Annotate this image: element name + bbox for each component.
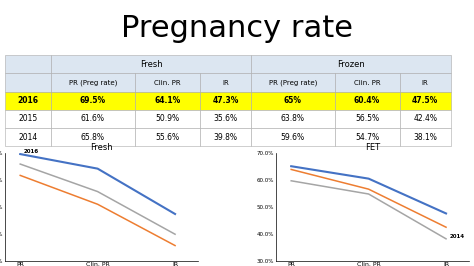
FancyBboxPatch shape (251, 73, 335, 92)
Text: 47.3%: 47.3% (212, 96, 238, 105)
FancyBboxPatch shape (400, 73, 451, 92)
2015 (443, 226, 449, 229)
FancyBboxPatch shape (200, 92, 251, 110)
FancyBboxPatch shape (51, 128, 135, 146)
Text: IR: IR (422, 80, 428, 85)
FancyBboxPatch shape (335, 110, 400, 128)
FancyBboxPatch shape (135, 110, 200, 128)
Text: 63.8%: 63.8% (281, 114, 305, 123)
Line: 2016: 2016 (291, 166, 446, 213)
FancyBboxPatch shape (51, 55, 251, 73)
2016 (288, 165, 294, 168)
Text: 39.8%: 39.8% (213, 133, 237, 142)
2014 (443, 237, 449, 240)
2015 (288, 168, 294, 171)
Text: PR (Preg rate): PR (Preg rate) (269, 79, 317, 86)
Text: 47.5%: 47.5% (412, 96, 438, 105)
Text: 55.6%: 55.6% (155, 133, 179, 142)
FancyBboxPatch shape (5, 92, 51, 110)
Text: 2014: 2014 (450, 234, 465, 239)
FancyBboxPatch shape (135, 73, 200, 92)
FancyBboxPatch shape (5, 55, 51, 73)
2015 (172, 244, 178, 247)
FancyBboxPatch shape (251, 110, 335, 128)
FancyBboxPatch shape (251, 92, 335, 110)
FancyBboxPatch shape (335, 128, 400, 146)
2014 (18, 163, 23, 166)
2014 (95, 190, 100, 193)
Line: 2016: 2016 (20, 154, 175, 214)
Line: 2015: 2015 (291, 169, 446, 227)
Text: 2016: 2016 (24, 149, 39, 154)
FancyBboxPatch shape (335, 73, 400, 92)
Title: FET: FET (365, 143, 380, 152)
FancyBboxPatch shape (51, 110, 135, 128)
Text: 61.6%: 61.6% (81, 114, 105, 123)
Text: 65.8%: 65.8% (81, 133, 105, 142)
Text: 2014: 2014 (18, 133, 37, 142)
2016 (95, 167, 100, 170)
FancyBboxPatch shape (5, 73, 51, 92)
Text: Clin. PR: Clin. PR (354, 80, 380, 85)
Line: 2015: 2015 (20, 175, 175, 246)
Text: 69.5%: 69.5% (80, 96, 106, 105)
2016 (443, 212, 449, 215)
FancyBboxPatch shape (200, 128, 251, 146)
Text: 35.6%: 35.6% (213, 114, 237, 123)
FancyBboxPatch shape (51, 73, 135, 92)
Text: 59.6%: 59.6% (281, 133, 305, 142)
FancyBboxPatch shape (135, 92, 200, 110)
Text: 38.1%: 38.1% (413, 133, 437, 142)
2014 (172, 233, 178, 236)
FancyBboxPatch shape (400, 128, 451, 146)
2016 (172, 212, 178, 215)
Line: 2014: 2014 (291, 181, 446, 239)
FancyBboxPatch shape (251, 128, 335, 146)
FancyBboxPatch shape (51, 92, 135, 110)
Text: Pregnancy rate: Pregnancy rate (121, 14, 353, 43)
FancyBboxPatch shape (200, 73, 251, 92)
2015 (366, 188, 372, 191)
Text: 50.9%: 50.9% (155, 114, 179, 123)
Text: Fresh: Fresh (140, 60, 163, 69)
Text: PR (Preg rate): PR (Preg rate) (69, 79, 117, 86)
Text: Frozen: Frozen (337, 60, 365, 69)
2014 (288, 179, 294, 182)
Text: 56.5%: 56.5% (355, 114, 379, 123)
Text: 65%: 65% (284, 96, 302, 105)
Title: Fresh: Fresh (90, 143, 113, 152)
Text: 54.7%: 54.7% (355, 133, 379, 142)
2016 (366, 177, 372, 180)
Text: Clin. PR: Clin. PR (154, 80, 181, 85)
Line: 2014: 2014 (20, 164, 175, 234)
Text: 64.1%: 64.1% (154, 96, 181, 105)
FancyBboxPatch shape (135, 128, 200, 146)
FancyBboxPatch shape (200, 110, 251, 128)
Text: 2016: 2016 (18, 96, 38, 105)
2015 (18, 174, 23, 177)
FancyBboxPatch shape (335, 92, 400, 110)
FancyBboxPatch shape (251, 55, 451, 73)
Text: 60.4%: 60.4% (354, 96, 380, 105)
Text: 42.4%: 42.4% (413, 114, 437, 123)
FancyBboxPatch shape (400, 92, 451, 110)
Text: IR: IR (222, 80, 229, 85)
FancyBboxPatch shape (5, 110, 51, 128)
2016 (18, 152, 23, 156)
FancyBboxPatch shape (400, 110, 451, 128)
2014 (366, 192, 372, 196)
FancyBboxPatch shape (5, 128, 51, 146)
Text: 2015: 2015 (18, 114, 37, 123)
2015 (95, 203, 100, 206)
